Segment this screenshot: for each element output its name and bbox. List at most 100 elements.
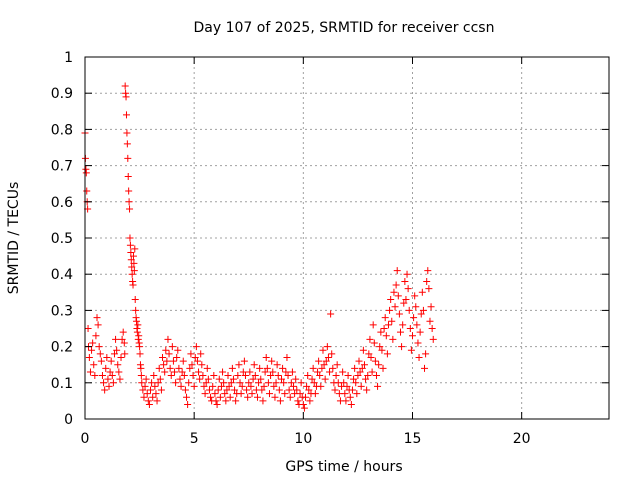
data-point <box>103 353 111 361</box>
data-point <box>423 277 431 285</box>
data-point <box>234 372 242 380</box>
data-point <box>372 372 380 380</box>
data-point <box>225 382 233 390</box>
x-axis-label: GPS time / hours <box>285 459 402 475</box>
scatter-points <box>81 82 437 412</box>
data-point <box>282 368 290 376</box>
data-point <box>213 401 221 409</box>
data-point <box>248 390 256 398</box>
data-point <box>269 368 277 376</box>
data-point <box>121 82 129 90</box>
data-point <box>205 386 213 394</box>
data-point <box>256 364 264 372</box>
data-point <box>375 361 383 369</box>
data-point <box>127 256 135 264</box>
data-point <box>306 397 314 405</box>
data-point <box>198 361 206 369</box>
data-point <box>199 372 207 380</box>
data-point <box>352 379 360 387</box>
data-point <box>223 386 231 394</box>
data-point <box>83 187 91 195</box>
data-point <box>173 353 181 361</box>
data-point <box>141 382 149 390</box>
data-point <box>220 379 228 387</box>
data-point <box>229 375 237 383</box>
data-point <box>328 350 336 358</box>
data-point <box>280 379 288 387</box>
data-point <box>200 382 208 390</box>
data-point <box>224 372 232 380</box>
data-point <box>82 169 90 177</box>
data-point <box>149 393 157 401</box>
data-point <box>136 350 144 358</box>
data-point <box>346 393 354 401</box>
data-point <box>110 350 118 358</box>
data-point <box>417 310 425 318</box>
data-point <box>288 368 296 376</box>
data-point <box>421 364 429 372</box>
x-tick-label: 15 <box>404 431 422 447</box>
data-point <box>387 296 395 304</box>
data-point <box>235 361 243 369</box>
data-point <box>238 382 246 390</box>
data-point <box>391 303 399 311</box>
data-point <box>161 368 169 376</box>
data-point <box>365 350 373 358</box>
data-point <box>201 390 209 398</box>
data-point <box>159 353 167 361</box>
chart-title: Day 107 of 2025, SRMTID for receiver ccs… <box>194 20 495 36</box>
data-point <box>84 325 92 332</box>
y-axis-label: SRMTID / TECUs <box>6 182 22 295</box>
data-point <box>174 346 182 354</box>
data-point <box>157 386 165 394</box>
data-point <box>425 285 433 293</box>
data-point <box>126 241 134 249</box>
data-point <box>362 375 370 383</box>
data-point <box>339 368 347 376</box>
data-point <box>274 372 282 380</box>
data-point <box>122 111 130 119</box>
data-point <box>323 343 331 351</box>
data-point <box>429 335 437 343</box>
data-point <box>299 401 307 409</box>
data-point <box>271 393 279 401</box>
data-point <box>237 390 245 398</box>
x-tick-label: 5 <box>190 431 199 447</box>
data-point <box>169 357 177 365</box>
data-point <box>129 281 137 289</box>
data-point <box>113 346 121 354</box>
data-point <box>123 129 131 137</box>
data-point <box>378 346 386 354</box>
data-point <box>126 234 134 242</box>
data-point <box>367 353 375 361</box>
data-point <box>249 375 257 383</box>
y-tick-label: 0.5 <box>51 231 73 247</box>
data-point <box>310 379 318 387</box>
data-point <box>342 397 350 405</box>
data-point <box>148 379 156 387</box>
data-point <box>160 361 168 369</box>
data-point <box>153 397 161 405</box>
data-point <box>245 379 253 387</box>
data-point <box>370 339 378 347</box>
data-point <box>162 346 170 354</box>
data-point <box>326 368 334 376</box>
data-point <box>404 285 412 293</box>
data-point <box>260 382 268 390</box>
data-point <box>222 397 230 405</box>
data-point <box>340 379 348 387</box>
data-point <box>422 350 430 358</box>
data-point <box>384 321 392 329</box>
data-point <box>178 368 186 376</box>
data-point <box>121 350 129 358</box>
data-point <box>270 382 278 390</box>
data-point <box>109 379 117 387</box>
data-point <box>192 343 200 351</box>
data-point <box>126 205 134 213</box>
data-point <box>251 372 259 380</box>
data-point <box>308 375 316 383</box>
data-point <box>212 397 220 405</box>
data-point <box>133 328 141 336</box>
data-point <box>107 357 115 365</box>
